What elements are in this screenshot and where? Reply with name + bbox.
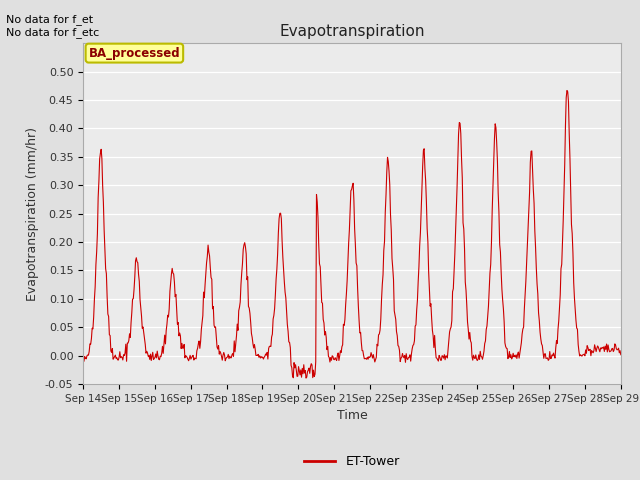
X-axis label: Time: Time	[337, 409, 367, 422]
Text: No data for f_et
No data for f_etc: No data for f_et No data for f_etc	[6, 14, 100, 38]
Text: BA_processed: BA_processed	[88, 47, 180, 60]
Title: Evapotranspiration: Evapotranspiration	[279, 24, 425, 39]
Legend: ET-Tower: ET-Tower	[300, 450, 404, 473]
Y-axis label: Evapotranspiration (mm/hr): Evapotranspiration (mm/hr)	[26, 127, 39, 300]
